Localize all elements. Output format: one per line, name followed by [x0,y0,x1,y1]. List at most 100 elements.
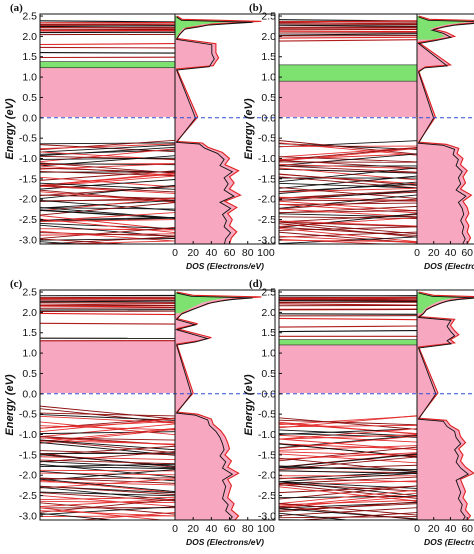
y-tick-label: 0.5 [261,92,276,104]
y-tick-label: -2.5 [258,214,276,226]
conduction-band-line [40,43,175,46]
valence-band-line [279,489,417,504]
valence-band-line [75,511,175,520]
valence-band-line [279,159,417,169]
valence-band-line [279,443,417,458]
conduction-band-line [40,20,175,23]
valence-band-line [279,238,394,244]
y-tick-label: 1.0 [22,348,37,360]
conduction-band-line [40,46,175,49]
y-axis-label: Energy (eV) [4,374,16,435]
dos-tick-label: 60 [224,247,236,259]
dos-line-black [175,16,253,244]
valence-band-line [279,216,417,219]
y-tick-label: -3.0 [258,510,276,522]
y-tick-label: -3.0 [19,510,37,522]
valence-band-line [40,485,175,496]
y-tick-label: 2.0 [22,31,37,43]
valence-band-line [279,465,417,472]
valence-band-line [40,439,175,445]
y-tick-label: -0.5 [19,409,37,421]
valence-band-line [40,227,175,239]
dos-tick-label: 60 [461,247,473,259]
valence-band-line [40,421,175,436]
dos-tick-label: 40 [206,523,218,535]
valence-band-line [279,438,417,451]
valence-band-line [40,437,175,441]
valence-band-line [279,453,417,464]
valence-band-line [279,472,417,483]
band-gap-region [40,340,175,393]
valence-band-line [40,492,175,502]
conduction-band-line [279,313,417,315]
valence-band-line [279,213,417,218]
y-tick-label: 0.5 [261,368,276,380]
valence-band-line [279,221,417,235]
y-axis-label: Energy (eV) [243,98,255,159]
y-tick-label: 1.5 [22,51,37,63]
valence-band-line [40,510,175,517]
y-tick-label: 0.0 [261,112,276,124]
valence-band-line [40,189,175,202]
y-tick-label: -0.5 [258,133,276,145]
panel-label: (d) [249,278,263,290]
valence-band-line [40,186,175,196]
valence-band-line [40,165,175,176]
conduction-band-line [279,39,417,42]
valence-band-line [40,472,175,476]
conduction-band-line [40,52,175,54]
conduction-band-line [279,303,417,306]
band-structure-plot [40,294,175,523]
valence-band-line [40,460,175,469]
x-axis-label: DOS (Electrons/eV) [186,261,264,271]
dos-frame [416,289,474,521]
valence-band-line [40,496,175,501]
band-structure-plot [40,20,175,244]
valence-band-line [279,223,417,238]
valence-band-line [40,425,175,431]
dos-tick-label: 100 [257,523,275,535]
valence-band-line [40,143,175,150]
valence-band-line [279,203,417,214]
valence-band-line [40,412,175,417]
valence-band-line [40,521,175,523]
valence-band-line [279,153,417,166]
dos-line-black [417,292,474,520]
valence-band-line [40,440,175,454]
valence-band-line [279,220,417,227]
panel-c: 2.5 2.0 1.5 1.0 0.5 0.0 -0.5 -1.0 -1.5 -2.0 -2.5 -3… [4,278,276,547]
valence-band-line [279,165,417,173]
valence-band-line [279,217,417,227]
y-axis-label: Energy (eV) [243,374,255,435]
conduction-band-line [40,25,175,28]
valence-band-line [40,478,175,493]
dos-line-black [175,292,253,520]
dos-tick-label: 20 [187,247,199,259]
y-tick-label: -2.0 [19,470,37,482]
valence-band-line [279,246,417,247]
dos-tick-label: 40 [445,247,457,259]
y-tick-label: -1.0 [258,429,276,441]
y-tick-label: -2.5 [19,490,37,502]
valence-band-line [40,142,175,145]
valence-band-line [279,187,417,193]
y-tick-label: -2.0 [258,194,276,206]
y-tick-label: -3.0 [19,234,37,246]
valence-band-line [40,224,175,238]
valence-band-line [279,512,352,520]
valence-band-line [279,434,417,440]
dos-tick-label: 0 [172,247,178,259]
valence-band-line [279,428,417,435]
y-tick-label: 2.5 [22,11,37,23]
band-gap-region [40,67,175,117]
valence-band-line [279,419,417,426]
y-tick-label: 1.0 [22,72,37,84]
y-tick-label: -2.0 [258,470,276,482]
valence-band-line [279,424,417,428]
valence-band-line [47,240,175,244]
green-band-region [40,61,175,69]
conduction-band-line [279,24,417,27]
valence-band-line [279,153,417,160]
dos-tick-label: 80 [242,523,254,535]
